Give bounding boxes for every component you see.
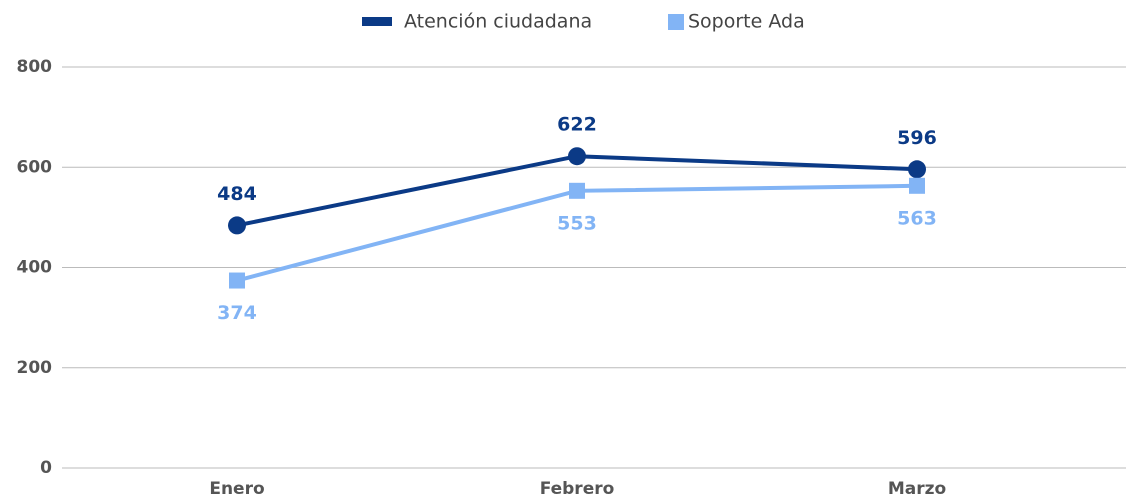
x-tick-label: Febrero bbox=[540, 479, 615, 498]
value-label: 596 bbox=[897, 127, 937, 149]
point bbox=[909, 177, 925, 194]
y-tick-label: 600 bbox=[17, 157, 53, 177]
value-label: 484 bbox=[217, 183, 257, 205]
y-tick-label: 800 bbox=[17, 57, 53, 77]
value-label: 563 bbox=[897, 207, 937, 229]
legend-swatch bbox=[362, 17, 392, 26]
legend-label: Soporte Ada bbox=[688, 11, 805, 33]
value-label: 622 bbox=[557, 114, 597, 136]
legend-label: Atención ciudadana bbox=[404, 11, 592, 33]
point bbox=[569, 182, 585, 199]
x-tick-label: Marzo bbox=[888, 479, 946, 498]
value-label: 553 bbox=[557, 212, 597, 234]
point bbox=[228, 216, 246, 235]
point bbox=[229, 272, 245, 289]
x-tick-label: Enero bbox=[209, 479, 264, 498]
y-tick-label: 0 bbox=[40, 458, 52, 478]
value-label: 374 bbox=[217, 302, 257, 324]
legend-swatch bbox=[668, 14, 684, 30]
y-tick-label: 400 bbox=[17, 258, 53, 278]
point bbox=[568, 147, 586, 166]
point bbox=[908, 160, 926, 179]
y-tick-label: 200 bbox=[17, 358, 53, 378]
